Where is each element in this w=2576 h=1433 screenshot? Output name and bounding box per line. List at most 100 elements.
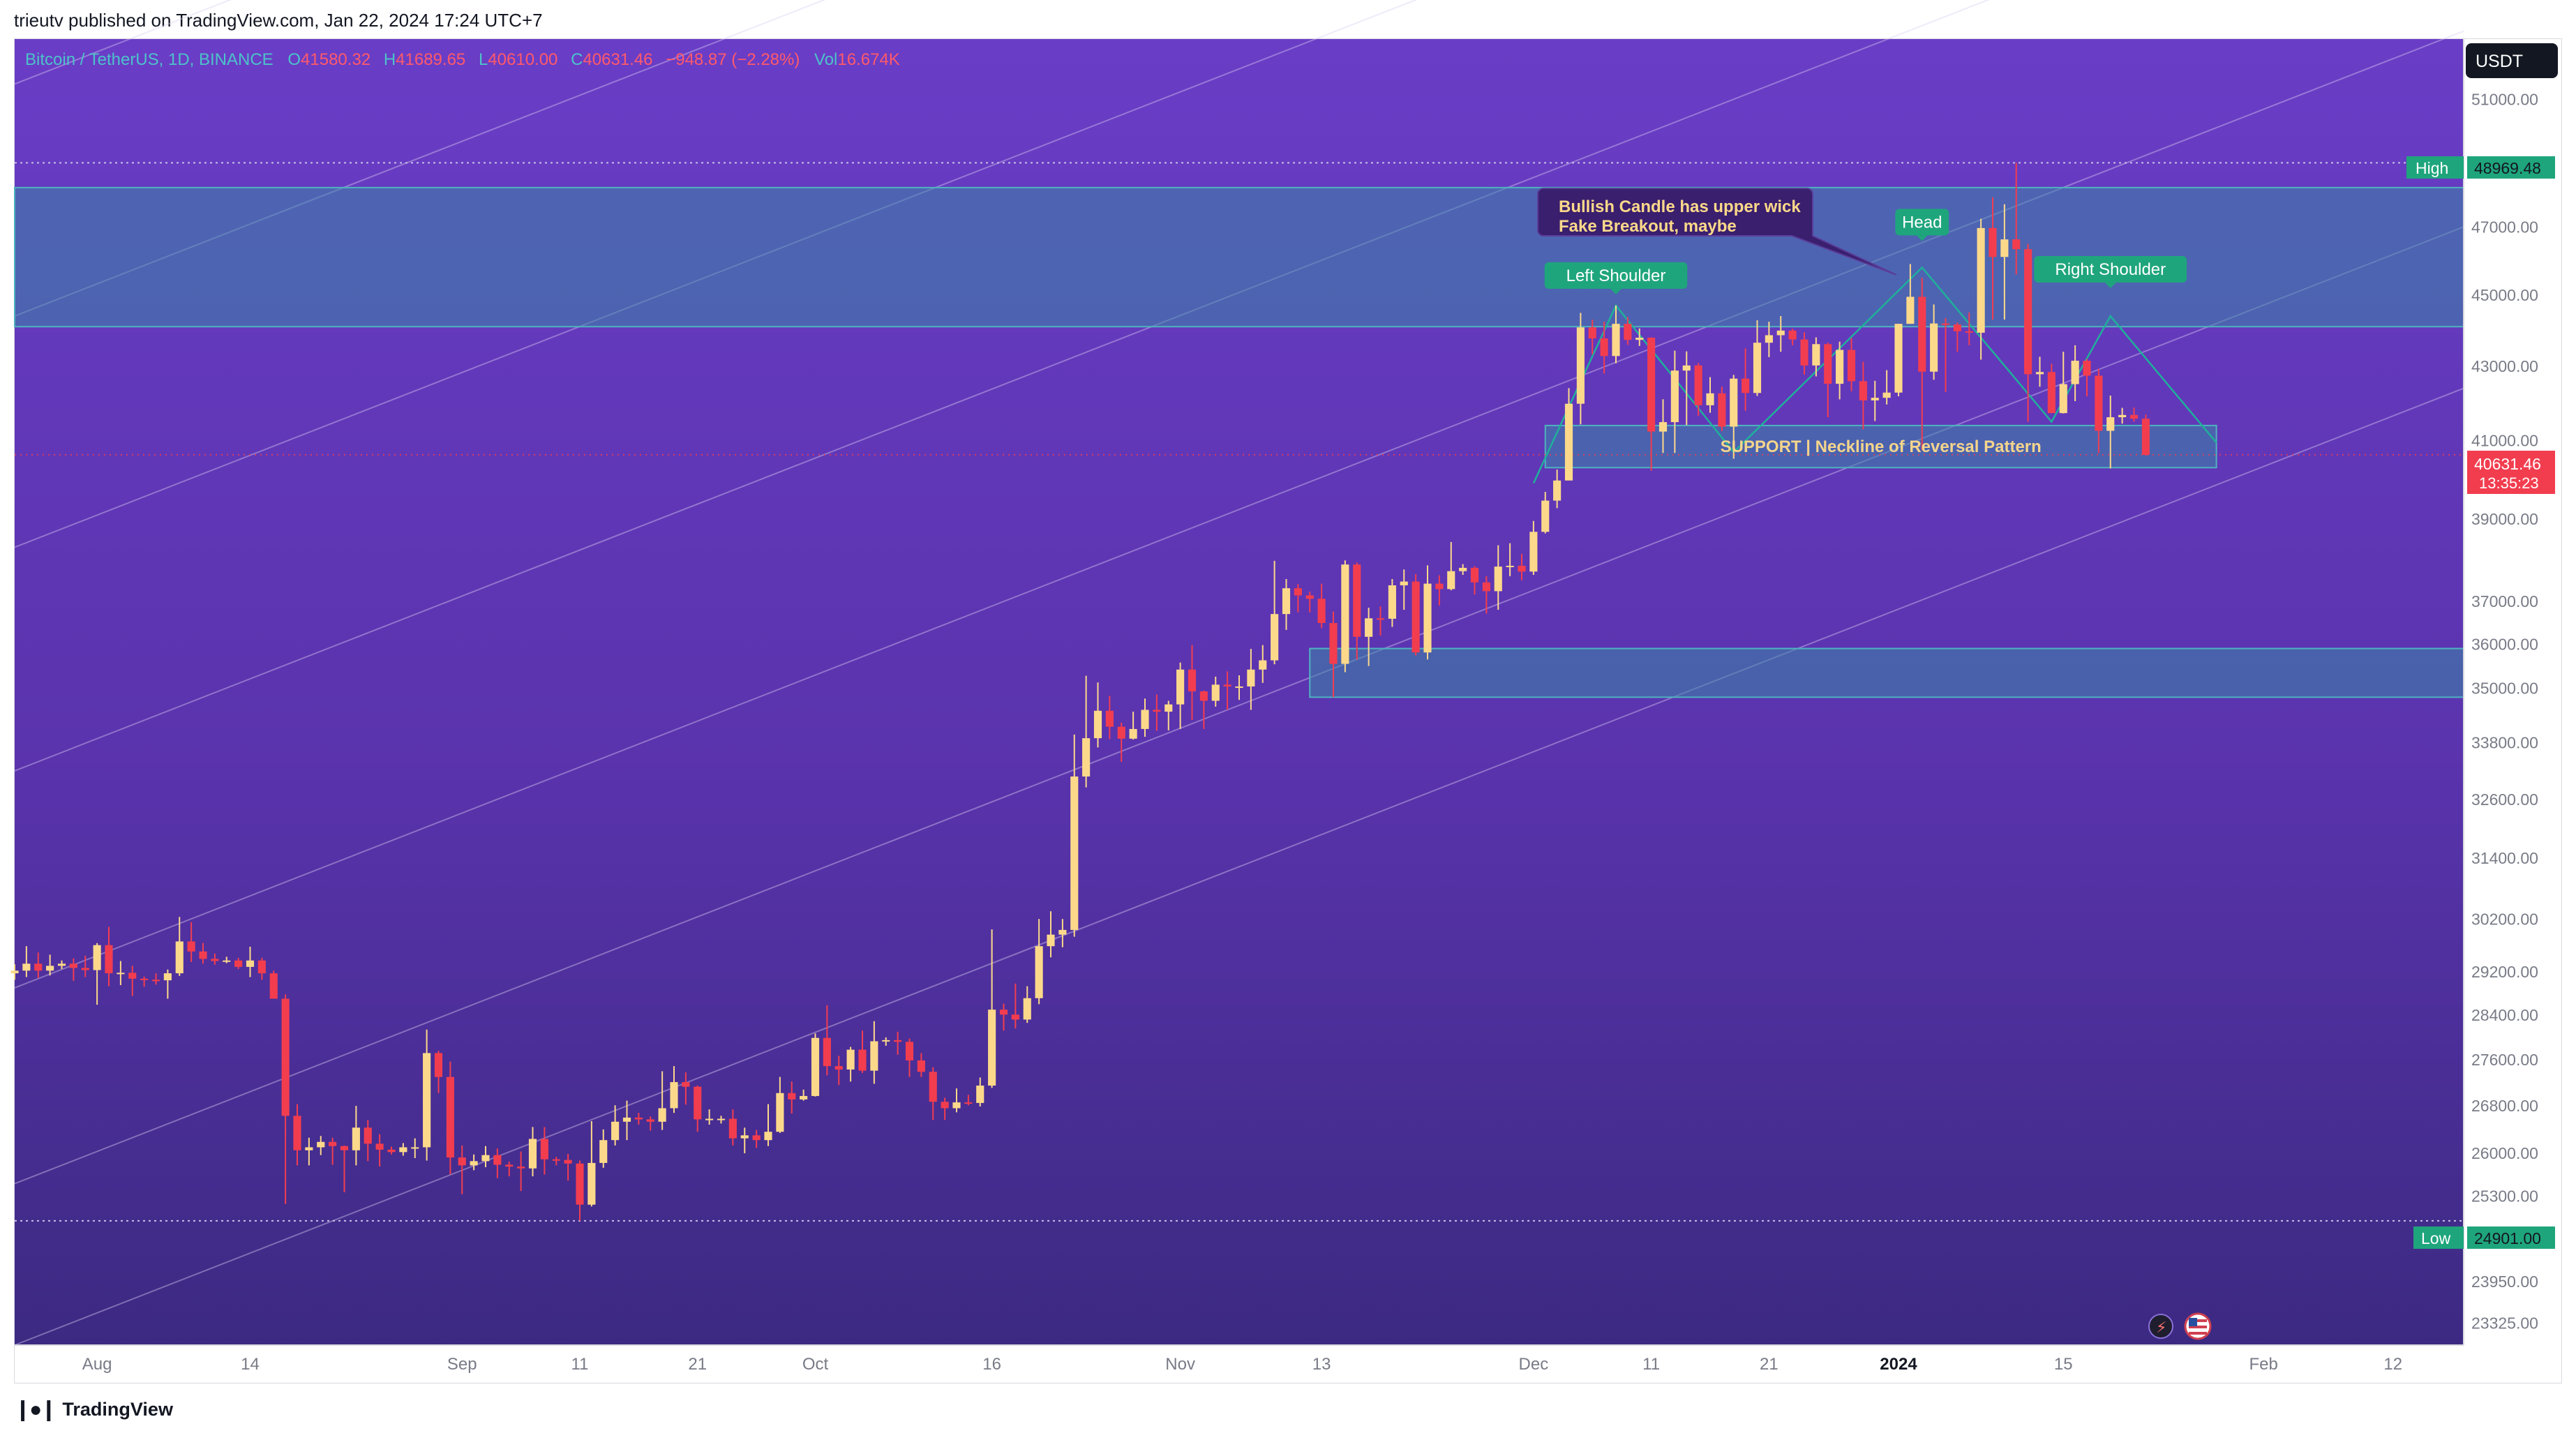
- currency-button[interactable]: USDT: [2466, 43, 2558, 78]
- candle[interactable]: [269, 970, 278, 999]
- candle[interactable]: [1047, 911, 1055, 958]
- candle[interactable]: [2129, 407, 2139, 422]
- candle[interactable]: [622, 1100, 631, 1141]
- candle[interactable]: [93, 943, 101, 1005]
- candle[interactable]: [776, 1076, 784, 1133]
- candle[interactable]: [1776, 316, 1785, 352]
- candle[interactable]: [293, 1104, 301, 1166]
- candle[interactable]: [694, 1086, 702, 1132]
- candle[interactable]: [1576, 313, 1585, 425]
- candle[interactable]: [470, 1154, 478, 1171]
- candle[interactable]: [1400, 569, 1408, 610]
- candle[interactable]: [2000, 204, 2009, 320]
- candle[interactable]: [1658, 399, 1668, 453]
- candle[interactable]: [2141, 414, 2150, 456]
- candle[interactable]: [999, 1003, 1008, 1031]
- candle[interactable]: [1906, 264, 1915, 324]
- candle[interactable]: [670, 1066, 678, 1113]
- candle[interactable]: [682, 1072, 690, 1105]
- candle[interactable]: [1199, 690, 1208, 729]
- candle[interactable]: [352, 1106, 360, 1166]
- candle[interactable]: [69, 958, 77, 981]
- candle[interactable]: [705, 1109, 714, 1125]
- legend-symbol[interactable]: Bitcoin / TetherUS, 1D, BINANCE: [25, 50, 274, 69]
- candle[interactable]: [2059, 352, 2067, 414]
- candle[interactable]: [846, 1046, 855, 1082]
- candle[interactable]: [399, 1143, 407, 1156]
- candle[interactable]: [2083, 359, 2091, 397]
- candle[interactable]: [1541, 492, 1550, 534]
- candle[interactable]: [1882, 370, 1891, 405]
- candle[interactable]: [1141, 698, 1149, 737]
- candle[interactable]: [1447, 541, 1455, 591]
- candle[interactable]: [1082, 675, 1091, 788]
- candle[interactable]: [646, 1116, 654, 1131]
- candle[interactable]: [976, 1077, 984, 1106]
- candle[interactable]: [1753, 320, 1762, 396]
- candle[interactable]: [917, 1053, 925, 1077]
- candle[interactable]: [46, 954, 54, 976]
- candle[interactable]: [1600, 322, 1608, 374]
- time-axis-panel[interactable]: [15, 1345, 2561, 1383]
- candle[interactable]: [1011, 983, 1019, 1029]
- candle[interactable]: [1329, 611, 1338, 698]
- candle[interactable]: [1694, 363, 1702, 416]
- candle[interactable]: [870, 1021, 878, 1084]
- left-shoulder-label[interactable]: Left Shoulder: [1544, 262, 1688, 294]
- candle[interactable]: [752, 1130, 761, 1148]
- candle[interactable]: [1965, 312, 1973, 345]
- candle[interactable]: [1117, 722, 1125, 763]
- candle[interactable]: [1341, 560, 1349, 673]
- candle[interactable]: [163, 969, 172, 999]
- candle[interactable]: [1035, 919, 1043, 1005]
- candle[interactable]: [1070, 734, 1079, 937]
- candle[interactable]: [481, 1146, 490, 1167]
- candle[interactable]: [834, 1056, 843, 1086]
- candle[interactable]: [493, 1148, 502, 1178]
- candle[interactable]: [257, 957, 266, 980]
- price-axis-panel[interactable]: [2464, 39, 2561, 1345]
- candle[interactable]: [964, 1095, 973, 1106]
- candle[interactable]: [800, 1089, 808, 1101]
- candle[interactable]: [2106, 395, 2115, 469]
- candle[interactable]: [1612, 305, 1620, 363]
- candle[interactable]: [1211, 676, 1220, 707]
- candle[interactable]: [517, 1151, 525, 1192]
- candle[interactable]: [175, 917, 184, 976]
- candle[interactable]: [1518, 553, 1526, 580]
- candle[interactable]: [528, 1127, 537, 1177]
- event-icons[interactable]: ⚡: [2148, 1312, 2212, 1340]
- candle[interactable]: [2047, 363, 2055, 414]
- candle[interactable]: [1353, 562, 1361, 660]
- candle[interactable]: [2012, 163, 2021, 275]
- candle[interactable]: [22, 946, 31, 977]
- candle[interactable]: [34, 952, 43, 979]
- candle[interactable]: [929, 1067, 937, 1120]
- candle[interactable]: [1529, 520, 1538, 576]
- candle[interactable]: [658, 1071, 666, 1130]
- candle[interactable]: [57, 960, 66, 969]
- candle[interactable]: [211, 953, 219, 965]
- candle[interactable]: [2071, 345, 2079, 401]
- candle[interactable]: [446, 1061, 454, 1175]
- candle[interactable]: [1129, 712, 1137, 740]
- candle[interactable]: [387, 1146, 396, 1155]
- candle[interactable]: [199, 943, 207, 964]
- candle[interactable]: [2118, 407, 2127, 424]
- candle[interactable]: [1058, 919, 1067, 947]
- candle[interactable]: [1730, 375, 1738, 459]
- candle[interactable]: [140, 976, 149, 987]
- lightning-icon[interactable]: [2148, 1314, 2173, 1339]
- candle[interactable]: [246, 946, 255, 977]
- candle[interactable]: [1188, 645, 1197, 720]
- candle[interactable]: [1093, 682, 1102, 748]
- candle[interactable]: [1812, 337, 1820, 377]
- candle[interactable]: [1459, 564, 1467, 576]
- candle[interactable]: [1635, 328, 1644, 346]
- candle[interactable]: [564, 1153, 572, 1181]
- candle[interactable]: [1259, 645, 1267, 683]
- candle[interactable]: [952, 1088, 961, 1113]
- candle[interactable]: [1223, 671, 1231, 710]
